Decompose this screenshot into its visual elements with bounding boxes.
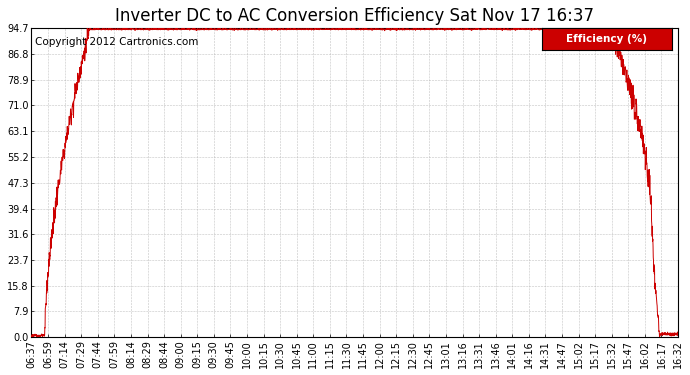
Title: Inverter DC to AC Conversion Efficiency Sat Nov 17 16:37: Inverter DC to AC Conversion Efficiency … [115, 7, 594, 25]
Text: Copyright 2012 Cartronics.com: Copyright 2012 Cartronics.com [34, 37, 198, 47]
